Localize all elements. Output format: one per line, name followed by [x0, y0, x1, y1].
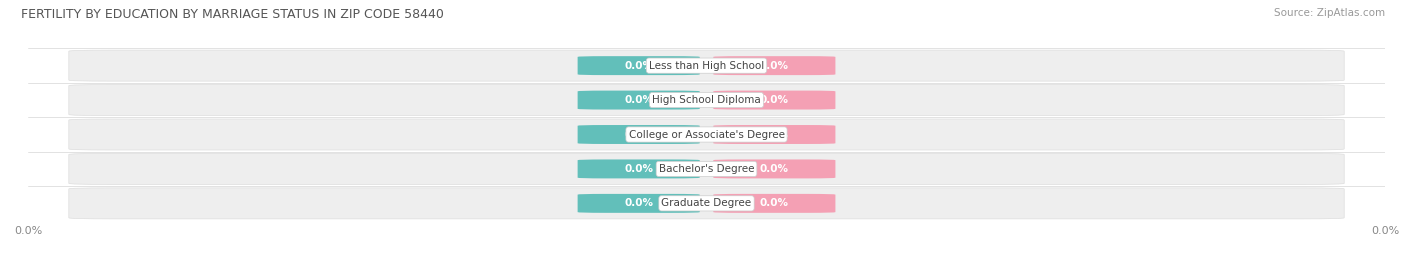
FancyBboxPatch shape — [713, 125, 835, 144]
Text: 0.0%: 0.0% — [759, 129, 789, 140]
Text: 0.0%: 0.0% — [624, 61, 654, 71]
FancyBboxPatch shape — [69, 84, 1344, 116]
FancyBboxPatch shape — [69, 119, 1344, 150]
Text: Bachelor's Degree: Bachelor's Degree — [659, 164, 754, 174]
Text: FERTILITY BY EDUCATION BY MARRIAGE STATUS IN ZIP CODE 58440: FERTILITY BY EDUCATION BY MARRIAGE STATU… — [21, 8, 444, 21]
Text: 0.0%: 0.0% — [759, 61, 789, 71]
FancyBboxPatch shape — [713, 160, 835, 178]
FancyBboxPatch shape — [713, 56, 835, 75]
FancyBboxPatch shape — [69, 50, 1344, 81]
Text: Source: ZipAtlas.com: Source: ZipAtlas.com — [1274, 8, 1385, 18]
Text: 0.0%: 0.0% — [624, 95, 654, 105]
Text: 0.0%: 0.0% — [624, 129, 654, 140]
Text: 0.0%: 0.0% — [759, 198, 789, 208]
FancyBboxPatch shape — [578, 194, 700, 213]
Text: 0.0%: 0.0% — [759, 164, 789, 174]
FancyBboxPatch shape — [69, 153, 1344, 185]
Text: 0.0%: 0.0% — [624, 198, 654, 208]
FancyBboxPatch shape — [713, 91, 835, 109]
FancyBboxPatch shape — [578, 91, 700, 109]
Text: Less than High School: Less than High School — [650, 61, 763, 71]
FancyBboxPatch shape — [578, 56, 700, 75]
FancyBboxPatch shape — [578, 125, 700, 144]
FancyBboxPatch shape — [69, 188, 1344, 219]
Text: College or Associate's Degree: College or Associate's Degree — [628, 129, 785, 140]
Text: Graduate Degree: Graduate Degree — [661, 198, 752, 208]
Text: High School Diploma: High School Diploma — [652, 95, 761, 105]
Text: 0.0%: 0.0% — [759, 95, 789, 105]
FancyBboxPatch shape — [578, 160, 700, 178]
FancyBboxPatch shape — [713, 194, 835, 213]
Text: 0.0%: 0.0% — [624, 164, 654, 174]
